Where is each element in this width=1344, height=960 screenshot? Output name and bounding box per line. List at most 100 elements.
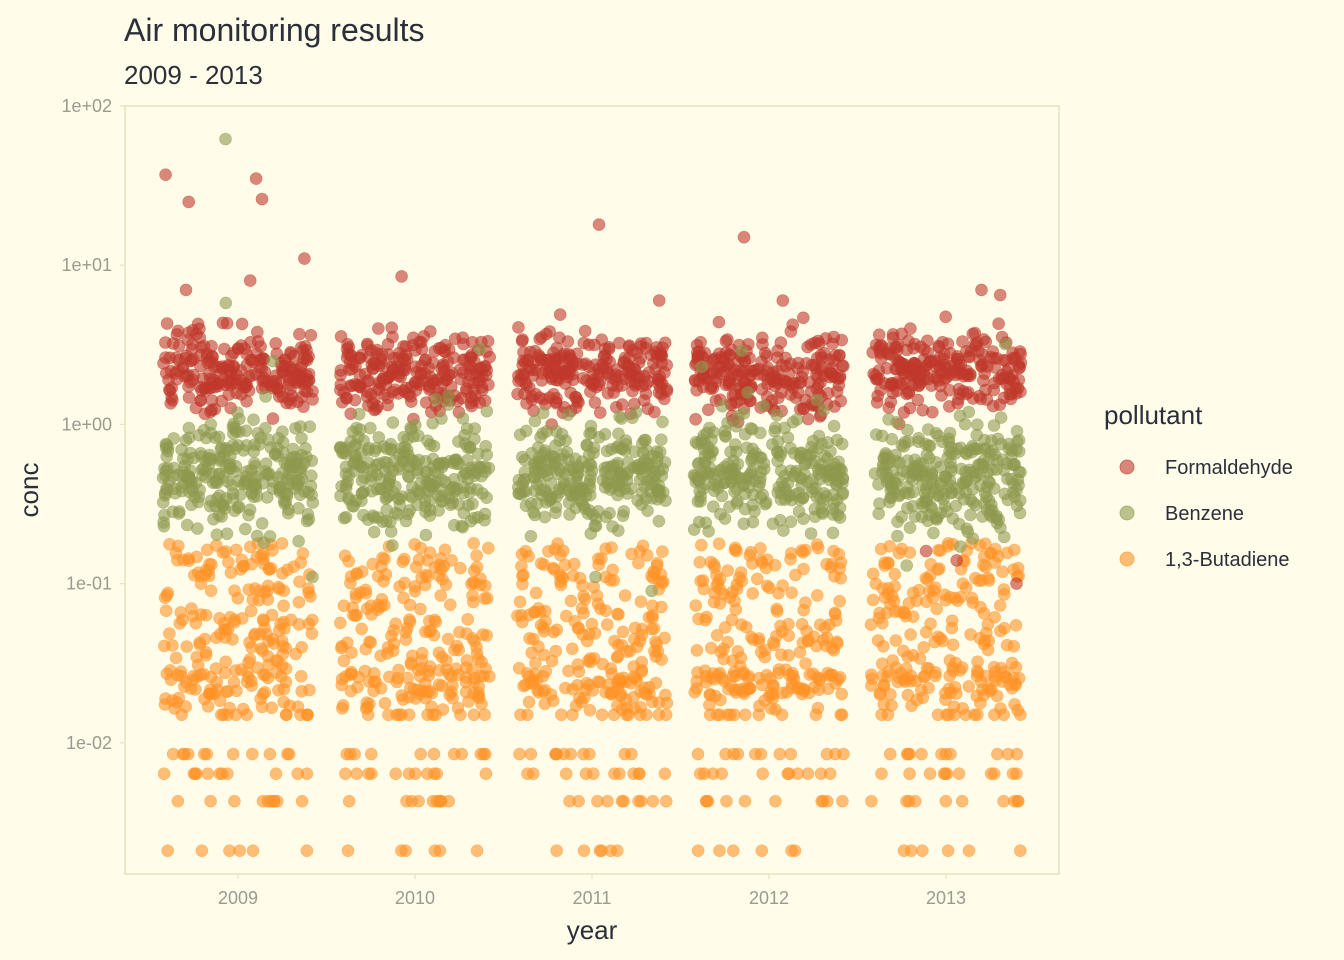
1-3-butadiene-point	[1009, 618, 1023, 632]
1-3-butadiene-point	[190, 550, 203, 564]
benzene-point	[541, 468, 554, 482]
1-3-butadiene-point	[270, 666, 283, 679]
1-3-butadiene-point	[199, 648, 213, 662]
1-3-butadiene-point	[997, 583, 1011, 596]
1-3-butadiene-point	[981, 643, 995, 657]
1-3-butadiene-point	[634, 595, 648, 608]
formaldehyde-point	[761, 361, 775, 375]
1-3-butadiene-point	[362, 767, 375, 781]
formaldehyde-point	[925, 405, 939, 419]
formaldehyde-point	[240, 394, 253, 408]
benzene-point	[552, 462, 566, 476]
benzene-point	[300, 450, 313, 464]
1-3-butadiene-point	[1008, 698, 1021, 711]
1-3-butadiene-point	[555, 570, 569, 584]
1-3-butadiene-point	[773, 747, 787, 761]
benzene-point	[256, 476, 270, 490]
1-3-butadiene-point	[865, 672, 879, 685]
formaldehyde-point	[250, 325, 264, 339]
1-3-butadiene-point	[257, 547, 270, 561]
benzene-point	[640, 458, 654, 471]
1-3-butadiene-point	[378, 552, 391, 566]
1-3-butadiene-point	[427, 747, 441, 761]
benzene-point	[810, 393, 824, 407]
formaldehyde-outlier	[243, 274, 257, 287]
1-3-butadiene-point	[944, 747, 957, 761]
benzene-outlier	[266, 354, 280, 368]
benzene-point	[628, 445, 641, 459]
1-3-butadiene-point	[630, 640, 644, 654]
formaldehyde-point	[434, 341, 448, 355]
1-3-butadiene-point	[816, 794, 830, 808]
1-3-butadiene-point	[174, 665, 188, 678]
1-3-butadiene-point	[233, 844, 246, 858]
1-3-butadiene-point	[721, 564, 735, 577]
1-3-butadiene-point	[634, 685, 648, 698]
formaldehyde-point	[385, 321, 399, 335]
1-3-butadiene-point	[875, 767, 888, 781]
1-3-butadiene-point	[991, 747, 1004, 761]
1-3-butadiene-point	[608, 767, 621, 781]
1-3-butadiene-point	[295, 794, 309, 808]
benzene-point	[989, 511, 1003, 524]
benzene-point	[944, 486, 957, 500]
1-3-butadiene-point	[567, 557, 581, 571]
formaldehyde-point	[719, 334, 733, 348]
1-3-butadiene-point	[566, 682, 580, 696]
benzene-point	[158, 488, 172, 502]
benzene-point	[160, 450, 173, 463]
benzene-point	[398, 445, 411, 459]
1-3-butadiene-point	[445, 554, 459, 567]
1-3-butadiene-point	[524, 747, 538, 761]
1-3-butadiene-point	[355, 622, 369, 636]
formaldehyde-point	[878, 377, 892, 390]
1-3-butadiene-point	[244, 604, 258, 618]
1-3-butadiene-point	[876, 639, 890, 653]
benzene-point	[932, 429, 945, 443]
formaldehyde-point	[289, 369, 302, 382]
1-3-butadiene-point	[577, 844, 591, 858]
1-3-butadiene-point	[835, 687, 849, 701]
1-3-butadiene-point	[993, 599, 1007, 612]
formaldehyde-point	[371, 382, 385, 395]
formaldehyde-outlier	[179, 283, 193, 297]
benzene-point	[995, 453, 1009, 466]
formaldehyde-point	[626, 344, 639, 357]
1-3-butadiene-point	[917, 641, 931, 654]
1-3-butadiene-point	[599, 685, 613, 699]
formaldehyde-point	[584, 385, 597, 398]
1-3-butadiene-point	[625, 547, 638, 561]
1-3-butadiene-point	[883, 539, 897, 553]
formaldehyde-point	[483, 350, 497, 364]
benzene-point	[403, 504, 417, 517]
1-3-butadiene-point	[166, 694, 179, 707]
formaldehyde-point	[238, 342, 251, 356]
1-3-butadiene-point	[811, 541, 825, 555]
benzene-point	[549, 500, 563, 514]
1-3-butadiene-point	[216, 546, 230, 559]
benzene-point	[973, 457, 987, 471]
1-3-butadiene-point	[710, 579, 723, 593]
1-3-butadiene-point	[745, 630, 758, 644]
formaldehyde-point	[770, 351, 784, 365]
legend-key-formaldehyde	[1119, 459, 1135, 475]
benzene-point	[652, 514, 666, 528]
benzene-point	[697, 443, 711, 456]
benzene-outlier	[589, 570, 602, 584]
formaldehyde-point	[337, 385, 351, 399]
benzene-point	[293, 462, 307, 475]
1-3-butadiene-point	[812, 683, 826, 697]
formaldehyde-point	[895, 378, 909, 392]
formaldehyde-point	[464, 351, 478, 364]
1-3-butadiene-point	[534, 618, 548, 632]
1-3-butadiene-point	[178, 680, 191, 694]
benzene-point	[259, 390, 272, 403]
1-3-butadiene-point	[962, 680, 976, 693]
formaldehyde-point	[218, 342, 231, 356]
1-3-butadiene-point	[515, 615, 529, 629]
1-3-butadiene-point	[796, 545, 810, 559]
1-3-butadiene-point	[452, 643, 466, 657]
1-3-butadiene-point	[409, 560, 423, 574]
benzene-point	[619, 434, 633, 447]
formaldehyde-point	[582, 360, 596, 374]
